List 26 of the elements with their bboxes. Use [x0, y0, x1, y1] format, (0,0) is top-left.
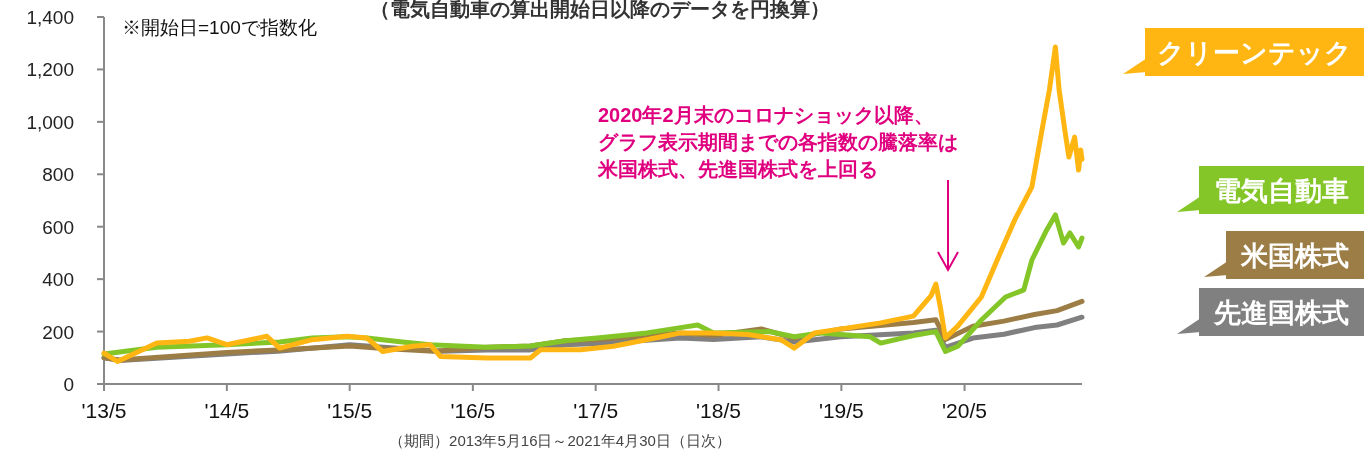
y-tick-label: 1,200 [26, 59, 74, 81]
annotation: 2020年2月末のコロナショック以降、 [598, 104, 934, 126]
legend-label: 電気自動車 [1214, 176, 1349, 206]
x-tick-label: '18/5 [696, 399, 741, 422]
x-tick-label: '19/5 [818, 399, 864, 422]
annotation: グラフ表示期間までの各指数の騰落率は [598, 131, 958, 153]
text: （期間）2013年5月16日～2021年4月30日（日次） [389, 432, 731, 449]
x-tick-label: '14/5 [204, 399, 250, 422]
y-tick-label: 200 [42, 321, 74, 343]
y-tick-label: 800 [42, 164, 74, 186]
legend-label: クリーンテック [1157, 38, 1352, 68]
y-tick-label: 1,000 [26, 111, 74, 133]
annotation: 米国株式、先進国株式を上回る [597, 158, 878, 180]
x-tick-label: '13/5 [81, 399, 127, 422]
x-tick-label: '17/5 [573, 399, 619, 422]
x-tick-label: '15/5 [327, 399, 373, 422]
y-tick-label: 0 [63, 374, 74, 395]
chart-subtitle: （電気自動車の算出開始日以降のデータを円換算） [370, 0, 830, 20]
x-tick-label: '16/5 [450, 399, 496, 422]
y-tick-label: 1,400 [26, 7, 74, 28]
y-tick-label: 600 [42, 216, 74, 238]
annotation: ※開始日=100で指数化 [122, 17, 317, 38]
legend-label: 先進国株式 [1213, 298, 1349, 328]
x-tick-label: '20/5 [942, 399, 987, 422]
legend-label: 米国株式 [1240, 241, 1349, 271]
y-tick-label: 400 [42, 269, 74, 291]
